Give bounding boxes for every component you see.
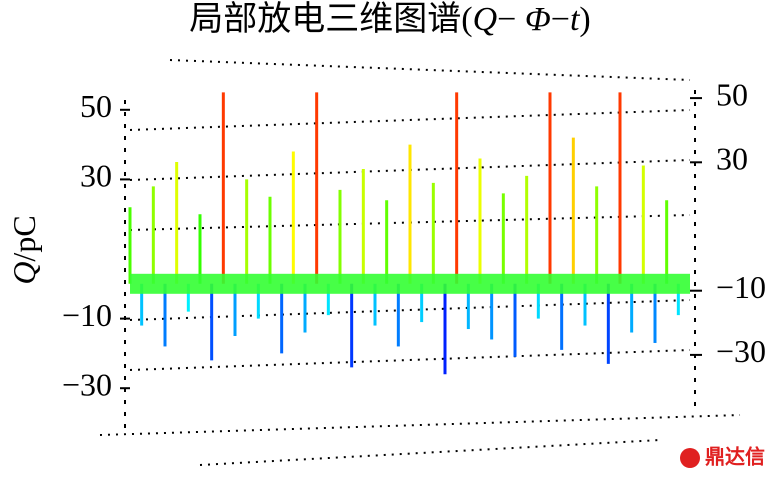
chart-title: 局部放电三维图谱(Q− Φ−t): [189, 0, 590, 38]
title-text: t: [570, 1, 581, 38]
y2-tick-label: −10: [716, 269, 766, 305]
y2-tick-label: −30: [716, 333, 766, 369]
y-tick-label: −10: [62, 297, 112, 333]
y-label-text: /pC: [6, 215, 42, 261]
title-text: −: [551, 1, 570, 38]
y-tick-label: 50: [80, 88, 112, 124]
title-text: −: [497, 1, 525, 38]
title-text: ): [579, 1, 590, 38]
title-text: 局部放电三维图谱(: [189, 0, 472, 38]
y2-tick-label: 50: [716, 76, 748, 112]
noise-band: [130, 273, 690, 294]
y-tick-label: −30: [62, 367, 112, 403]
y-axis-label: Q/pC: [6, 215, 42, 284]
title-text: Φ: [525, 1, 551, 38]
y-tick-label: 30: [80, 158, 112, 194]
title-text: Q: [473, 1, 498, 38]
watermark-text: 鼎达信: [705, 445, 765, 469]
watermark: 鼎达信: [680, 445, 765, 469]
y-label-text: Q: [6, 262, 42, 285]
y2-tick-label: 30: [716, 141, 748, 177]
